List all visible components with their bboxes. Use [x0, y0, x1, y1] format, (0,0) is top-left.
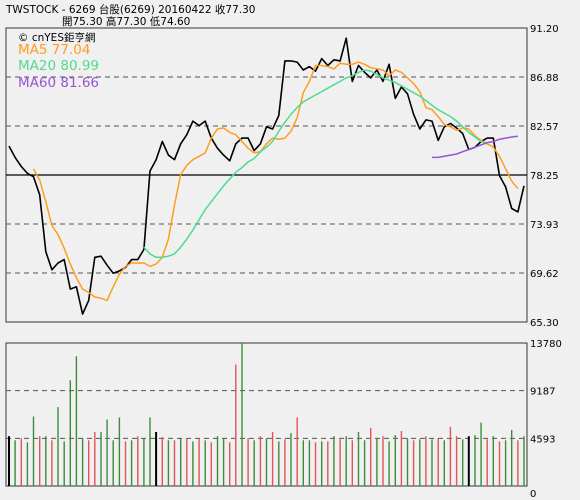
- price-tick-label: 69.62: [530, 269, 559, 280]
- volume-tick-label: 4593: [530, 434, 555, 445]
- volume-panel: 13780 9187 4593 0: [5, 339, 562, 500]
- series-line-ma60: [432, 135, 518, 159]
- price-tick-label: 82.57: [530, 122, 559, 133]
- series-line-ma5: [32, 61, 519, 302]
- legend-ma60: MA60 81.66: [18, 75, 99, 91]
- price-tick-label: 78.25: [530, 171, 559, 182]
- volume-tick-label: 13780: [530, 339, 562, 350]
- cnyes-logo: © cnYES鉅亨網: [18, 32, 96, 44]
- series-line-close: [8, 37, 525, 315]
- volume-tick-label: 9187: [530, 387, 555, 398]
- series-line-ma20: [143, 69, 488, 259]
- header-line-2: 開75.30 高77.30 低74.60: [62, 16, 191, 28]
- legend-ma5: MA5 77.04: [18, 42, 91, 58]
- price-tick-label: 86.88: [530, 73, 559, 84]
- legend-ma20: MA20 80.99: [18, 58, 99, 74]
- volume-tick-label: 0: [530, 489, 536, 500]
- price-panel: 91.20 86.88 82.57 78.25 73.93 69.62 65.30: [5, 24, 559, 329]
- price-tick-label: 65.30: [530, 318, 559, 329]
- price-tick-label: 91.20: [530, 24, 559, 35]
- header-line-1: TWSTOCK - 6269 台股(6269) 20160422 收77.30: [6, 4, 256, 16]
- price-tick-label: 73.93: [530, 220, 559, 231]
